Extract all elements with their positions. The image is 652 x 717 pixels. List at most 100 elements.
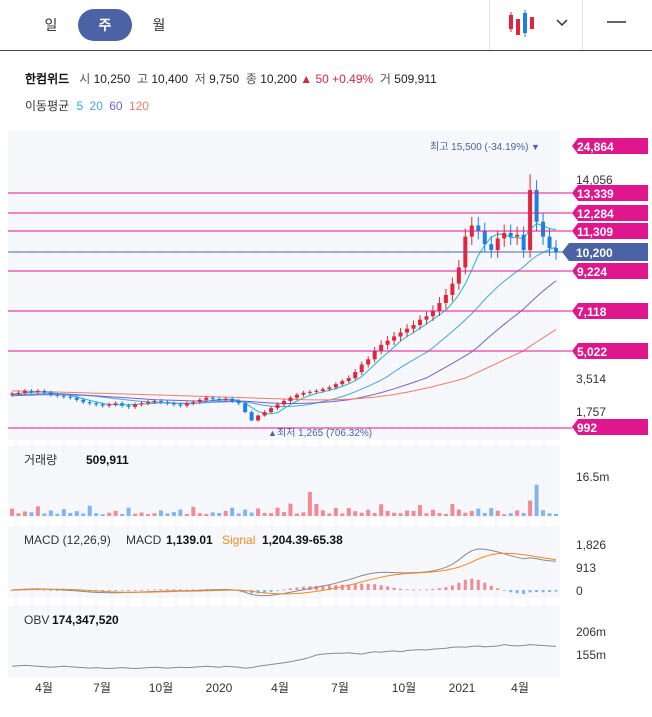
price-tag-bg	[572, 185, 648, 201]
macd-histogram-bar	[276, 590, 280, 591]
high-marker-icon: ▼	[531, 142, 540, 152]
macd-histogram-bar	[334, 585, 338, 590]
volume-bar	[262, 513, 267, 516]
candle-body	[275, 404, 280, 409]
candlestick-icon	[509, 10, 534, 37]
macd-histogram-bar	[107, 590, 111, 592]
grid	[8, 130, 560, 678]
high-value: 10,400	[151, 72, 189, 86]
candle-body	[528, 190, 533, 251]
candle-body	[48, 392, 53, 395]
candle-body	[178, 404, 183, 406]
macd-histogram-bar	[522, 590, 526, 595]
macd-histogram-bar	[314, 585, 318, 590]
candle-body	[398, 332, 403, 337]
candle-body	[217, 398, 222, 400]
volume-bar	[502, 514, 507, 516]
candle-body	[392, 336, 397, 341]
tab-month[interactable]: 월	[152, 17, 166, 33]
tab-day[interactable]: 일	[44, 17, 58, 33]
close-value: 10,200	[260, 72, 297, 86]
candle-body	[495, 238, 500, 251]
macd-histogram-bar	[288, 588, 292, 590]
volume-bar	[353, 511, 358, 516]
macd-histogram-bar	[16, 589, 20, 591]
candle-body	[463, 236, 468, 268]
volume-bar	[230, 507, 235, 516]
open-value: 10,250	[93, 72, 131, 86]
macd-histogram-bar	[269, 590, 273, 592]
candle-body	[87, 402, 92, 404]
macd-histogram-bar	[399, 588, 403, 590]
signal-value: 1,204.39-65.38	[262, 533, 343, 547]
candle-body	[94, 403, 99, 405]
change-value: ▲ 50	[300, 72, 329, 86]
candle-body	[405, 328, 410, 333]
macd-value: 1,139.01	[166, 533, 213, 547]
volume-panel-bg	[8, 446, 560, 518]
macd-histogram-bar	[373, 584, 377, 590]
volume-bar	[418, 504, 422, 516]
candle-body	[333, 384, 338, 388]
macd-histogram-bar	[152, 589, 156, 591]
menu-button[interactable]	[602, 15, 632, 35]
macd-histogram-bar	[496, 588, 500, 590]
volume-bar	[515, 510, 520, 516]
macd-histogram-bar	[515, 590, 519, 594]
volume-bar	[450, 504, 455, 516]
volume-bar	[68, 513, 73, 516]
volume-bar	[171, 512, 176, 516]
macd-histogram-bar	[301, 586, 305, 590]
chart-type-button[interactable]	[500, 10, 575, 40]
volume-bar	[55, 513, 60, 516]
volume-bar	[288, 503, 293, 516]
volume-bar	[210, 512, 215, 516]
candle-body	[476, 225, 481, 232]
macd-histogram-bar	[243, 590, 247, 592]
volume-bar	[392, 512, 397, 516]
macd-histogram-bar	[405, 589, 409, 591]
stock-info-line: 한컴위드 시 10,250 고 10,400 저 9,750 종 10,200 …	[25, 70, 437, 87]
obv-panel-value: 174,347,520	[52, 613, 119, 627]
volume-bar	[372, 513, 377, 516]
price-tag: 9,224	[577, 265, 607, 279]
candle-body	[554, 248, 558, 252]
volume-bar	[249, 512, 254, 516]
volume-bar	[385, 510, 390, 516]
candle-body	[502, 232, 507, 239]
price-tag-bg	[572, 303, 648, 319]
macd-y-tick: 1,826	[576, 538, 606, 552]
volume-bar	[87, 505, 92, 516]
candle-body	[171, 403, 176, 405]
macd-histogram-bar	[88, 590, 92, 592]
macd-histogram-bar	[146, 589, 150, 591]
macd-histogram-bar	[172, 589, 176, 591]
low-marker-icon: ▲	[268, 428, 277, 438]
macd-histogram-bar	[476, 579, 480, 590]
candle-body	[379, 344, 384, 352]
volume-bar	[42, 513, 47, 516]
volume-bar	[113, 510, 118, 516]
x-tick: 10월	[392, 681, 416, 695]
volume-bar	[269, 513, 274, 516]
candle-body	[411, 324, 416, 329]
volume-bar	[48, 510, 53, 516]
macd-histogram-bar	[444, 587, 448, 590]
volume-bar	[437, 513, 442, 516]
volume-bar	[359, 512, 364, 516]
obv-panel-label: OBV	[24, 613, 49, 627]
volume-bar	[398, 513, 403, 516]
tab-week[interactable]: 주	[78, 9, 132, 41]
macd-histogram-bar	[185, 589, 189, 591]
macd-histogram-bar	[68, 590, 72, 591]
candle-body	[541, 221, 546, 237]
ma-line-20	[11, 246, 557, 408]
macd-histogram-bar	[282, 589, 286, 591]
volume-bar	[146, 514, 150, 516]
volume-bar	[81, 513, 86, 516]
obv-line	[11, 644, 557, 670]
x-tick: 4월	[35, 681, 53, 695]
ma-legend: 이동평균 5 20 60 120	[25, 97, 149, 114]
volume-bar	[120, 513, 125, 516]
macd-histogram-bar	[237, 590, 241, 591]
